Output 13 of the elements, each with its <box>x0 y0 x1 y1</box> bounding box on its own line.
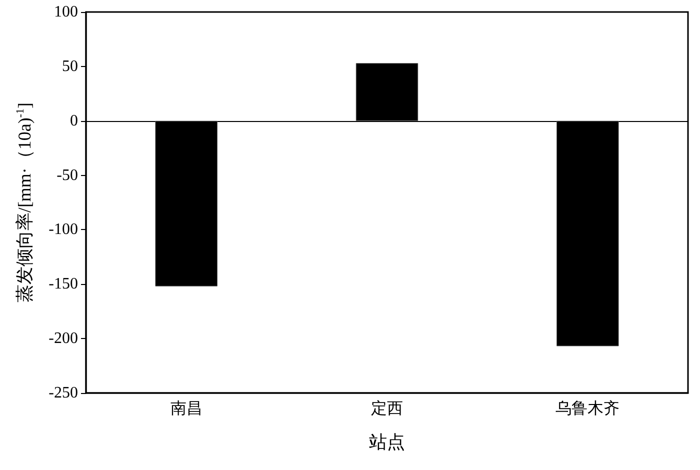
y-tick-label: -250 <box>48 384 78 402</box>
y-tick-label: -100 <box>48 221 78 238</box>
y-tick-label: 50 <box>62 58 78 75</box>
x-tick-label: 定西 <box>371 400 403 418</box>
y-tick-label: 0 <box>70 112 78 130</box>
y-tick-label: 100 <box>54 4 78 20</box>
y-tick-label: -150 <box>48 276 78 293</box>
x-axis-title: 站点 <box>369 432 405 452</box>
x-tick-label: 南昌 <box>170 400 202 418</box>
y-tick-label: -50 <box>56 166 78 184</box>
y-tick-label: -200 <box>48 330 78 348</box>
x-tick-label: 乌鲁木齐 <box>556 400 620 418</box>
y-axis-title: 蒸发倾向率/[mm·（10a)-1] <box>14 102 34 303</box>
